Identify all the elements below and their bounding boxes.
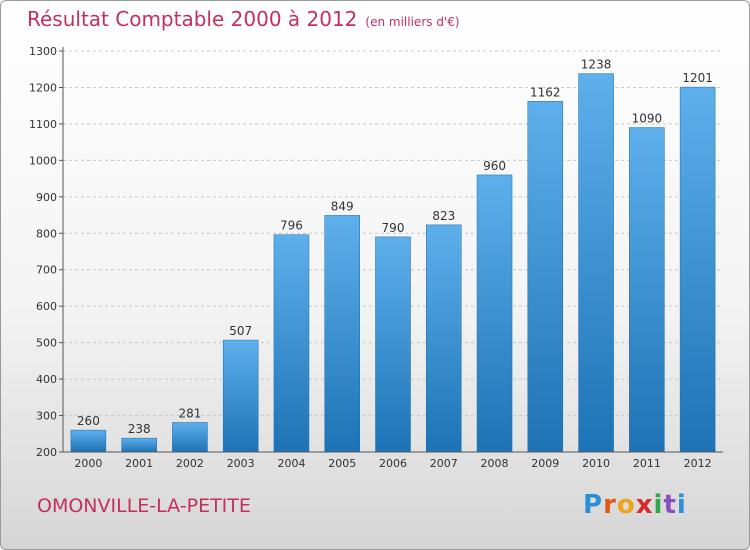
- data-label: 281: [178, 406, 201, 420]
- logo-letter: P: [583, 490, 604, 520]
- logo-letter: x: [635, 490, 654, 520]
- data-label: 1238: [581, 58, 612, 72]
- logo-letter: i: [676, 490, 687, 520]
- data-label: 960: [483, 159, 506, 173]
- logo-letter: i: [653, 490, 664, 520]
- x-tick-label: 2010: [582, 457, 610, 470]
- bar-2008[interactable]: [476, 174, 513, 453]
- data-label: 796: [280, 219, 303, 233]
- y-tick-label: 500: [36, 337, 57, 350]
- data-label: 823: [432, 209, 455, 223]
- bar-2011[interactable]: [629, 127, 665, 453]
- bar-2004[interactable]: [273, 234, 310, 453]
- y-axis: 200 300 400 500 600 700 800 900 1000 1100 1200 1300: [29, 45, 64, 459]
- y-tick-label: 300: [36, 410, 57, 423]
- y-tick-label: 1200: [29, 81, 57, 94]
- y-tick-label: 1000: [29, 154, 57, 167]
- x-tick-label: 2007: [430, 457, 458, 470]
- bar-2000[interactable]: [70, 429, 107, 453]
- data-label: 260: [77, 414, 100, 428]
- data-label: 790: [382, 221, 405, 235]
- data-label: 1162: [530, 85, 561, 99]
- y-tick-label: 1300: [29, 45, 57, 58]
- y-tick-label: 700: [36, 264, 57, 277]
- logo-letter: r: [603, 490, 617, 520]
- y-tick-label: 600: [36, 300, 57, 313]
- chart-title: Résultat Comptable 2000 à 2012 (en millie…: [27, 7, 460, 31]
- y-tick-label: 900: [36, 191, 57, 204]
- y-tick-label: 400: [36, 373, 57, 386]
- data-labels: 260 238 281 507 796 849 790 823 960 1162 1238 1090 1…: [77, 58, 713, 437]
- y-tick-label: 200: [36, 446, 57, 459]
- bar-2012[interactable]: [679, 86, 716, 453]
- y-tick-label: 800: [36, 227, 57, 240]
- bar-2003[interactable]: [222, 339, 259, 453]
- city-name: OMONVILLE-LA-PETITE: [37, 495, 251, 517]
- data-label: 238: [128, 422, 151, 436]
- bar-2010[interactable]: [578, 73, 614, 453]
- x-axis: 2000 2001 2002 2003 2004 2005 2006 2007 2008 2009…: [63, 451, 723, 470]
- bar-2002[interactable]: [172, 422, 208, 453]
- y-tick-label: 1100: [29, 118, 57, 131]
- x-tick-label: 2003: [227, 457, 255, 470]
- x-tick-label: 2001: [125, 457, 153, 470]
- x-tick-label: 2005: [328, 457, 356, 470]
- logo-letter: o: [616, 490, 636, 520]
- x-tick-label: 2012: [684, 457, 712, 470]
- logo-letter: t: [663, 490, 677, 520]
- data-label: 1201: [682, 71, 713, 85]
- data-label: 1090: [632, 112, 663, 126]
- bar-2006[interactable]: [375, 236, 411, 453]
- x-tick-label: 2004: [277, 457, 305, 470]
- x-tick-label: 2011: [633, 457, 661, 470]
- data-label: 849: [331, 199, 354, 213]
- bar-2009[interactable]: [527, 101, 564, 453]
- x-tick-label: 2009: [531, 457, 559, 470]
- bar-2001[interactable]: [121, 437, 157, 453]
- x-tick-label: 2000: [74, 457, 102, 470]
- title-text: Résultat Comptable 2000 à 2012: [27, 7, 358, 31]
- bars: [70, 73, 716, 453]
- bar-2007[interactable]: [426, 224, 462, 453]
- chart-subtitle: (en milliers d'€): [365, 15, 460, 29]
- x-tick-label: 2008: [481, 457, 509, 470]
- proxiti-logo[interactable]: Proxiti: [583, 490, 687, 520]
- bar-2005[interactable]: [324, 215, 360, 453]
- x-tick-label: 2006: [379, 457, 407, 470]
- x-tick-label: 2002: [176, 457, 204, 470]
- data-label: 507: [229, 324, 252, 338]
